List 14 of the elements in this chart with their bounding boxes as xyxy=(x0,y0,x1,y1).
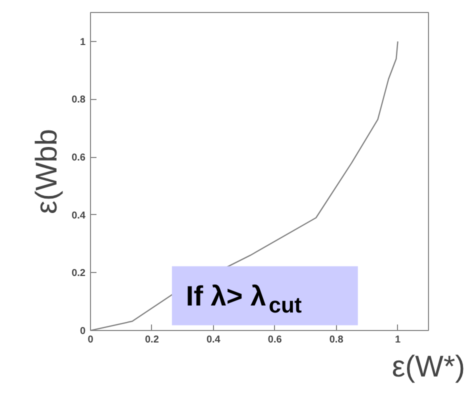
x-tick-label: 0 xyxy=(88,334,94,346)
y-tick-label: 0.4 xyxy=(72,210,86,222)
x-tick-label: 1 xyxy=(394,334,401,346)
y-tick-label: 1 xyxy=(80,36,86,48)
y-tick-label: 0 xyxy=(80,326,86,337)
x-tick-label: 0.6 xyxy=(268,334,282,346)
x-axis-title: ε(W*) xyxy=(392,350,466,384)
x-tick-label: 0.2 xyxy=(145,334,160,346)
x-tick-label: 0.8 xyxy=(329,334,344,346)
y-tick-label: 0.6 xyxy=(72,152,86,164)
y-axis-title: ε(Wbb xyxy=(30,128,64,214)
y-tick-label: 0.2 xyxy=(72,268,86,280)
x-tick-label: 0.4 xyxy=(206,334,221,346)
y-tick-label: 0.8 xyxy=(72,94,86,106)
